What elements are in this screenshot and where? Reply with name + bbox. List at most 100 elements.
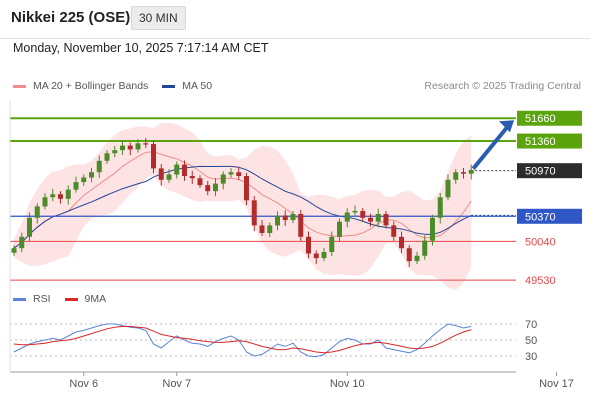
last-price-label: 50970 <box>525 166 556 178</box>
candle-body <box>104 153 110 161</box>
candle-body <box>468 169 474 174</box>
bollinger-band-fill <box>14 122 472 290</box>
ma20-line <box>13 151 472 249</box>
candle-body <box>282 215 288 221</box>
arrow-head <box>499 120 514 133</box>
candle-body <box>298 214 304 237</box>
legend-item-rsi: RSI <box>13 293 51 305</box>
candle-body <box>453 172 459 180</box>
bollinger-bands <box>14 122 472 290</box>
candle-body <box>42 197 48 207</box>
rsi-legend: RSI 9MA <box>13 293 120 305</box>
legend-swatch <box>13 297 26 301</box>
candle-body <box>182 164 187 176</box>
candle-body <box>127 145 133 150</box>
candle-body <box>151 144 156 169</box>
candle-body <box>344 212 350 222</box>
candle-body <box>267 225 273 233</box>
candle-body <box>259 225 265 233</box>
candle-body <box>414 255 420 262</box>
resistance-label: 51660 <box>525 113 556 125</box>
candle-body <box>313 253 319 259</box>
research-credit: Research © 2025 Trading Central <box>424 80 581 92</box>
candle-body <box>383 214 389 226</box>
candle-body <box>275 215 280 226</box>
top-bar: Nikkei 225 (OSE) 30 MIN <box>0 0 590 39</box>
candle-body <box>89 172 94 178</box>
candle-body <box>430 217 435 241</box>
candle-body <box>197 178 203 186</box>
candle-body <box>27 217 32 237</box>
candle-body <box>34 206 40 218</box>
level-labels: 51660 51360 50970 50370 50040 49530 <box>517 110 582 287</box>
candle-body <box>213 183 218 192</box>
candle-body <box>461 172 466 174</box>
legend-label: MA 20 + Bollinger Bands <box>33 80 149 92</box>
candle-body <box>306 236 311 254</box>
support-label: 49530 <box>525 275 556 287</box>
legend-item-9ma: 9MA <box>64 293 107 305</box>
x-tick-label: Nov 6 <box>69 378 98 390</box>
candle-body <box>220 174 226 184</box>
timeframe-button[interactable]: 30 MIN <box>131 6 186 30</box>
legend-swatch <box>13 84 26 88</box>
candle-body <box>251 200 257 226</box>
candle-body <box>399 236 404 249</box>
legend-label: MA 50 <box>182 80 213 92</box>
pivot-label: 50370 <box>525 211 556 223</box>
rsi-tick-label: 70 <box>525 319 537 331</box>
candle-body <box>375 214 381 222</box>
instrument-title: Nikkei 225 (OSE) <box>11 9 131 26</box>
candle-body <box>143 143 149 145</box>
legend-label: 9MA <box>84 293 107 305</box>
candle-body <box>422 240 428 256</box>
pivot-label-box <box>517 208 582 224</box>
resistance-label-box <box>517 110 582 126</box>
candle-body <box>96 160 102 173</box>
candle-body <box>135 143 141 150</box>
rsi-9ma-line <box>13 325 472 354</box>
x-tick-label: Nov 7 <box>162 378 191 390</box>
candle-body <box>352 210 358 213</box>
legend-item-ma50: MA 50 <box>162 80 212 92</box>
candle-body <box>445 179 451 198</box>
legend-swatch <box>162 84 176 88</box>
x-tick-label: Nov 10 <box>330 378 365 390</box>
candle-body <box>329 236 335 252</box>
candles <box>11 138 474 267</box>
candle-body <box>120 145 125 151</box>
legend-item-ma20: MA 20 + Bollinger Bands <box>13 80 148 92</box>
candle-body <box>73 182 79 190</box>
candle-body <box>58 194 63 199</box>
support-label: 50040 <box>525 236 556 248</box>
timestamp: Monday, November 10, 2025 7:17:14 AM CET <box>13 41 269 55</box>
candle-body <box>236 172 242 176</box>
main-legend: MA 20 + Bollinger Bands MA 50 <box>13 80 226 92</box>
candle-body <box>65 189 71 199</box>
candle-body <box>81 177 87 183</box>
candle-body <box>337 221 342 237</box>
rsi-panel: 70 50 30 <box>10 319 537 363</box>
candle-body <box>189 176 195 179</box>
candle-body <box>11 248 17 253</box>
legend-swatch <box>64 297 78 301</box>
candle-body <box>244 176 249 201</box>
projection-arrow <box>471 120 514 170</box>
candle-body <box>166 174 172 180</box>
arrow-shaft <box>471 124 510 170</box>
rsi-tick-label: 30 <box>525 351 537 363</box>
rsi-tick-label: 50 <box>525 335 537 347</box>
candle-body <box>112 150 118 154</box>
legend-label: RSI <box>33 293 51 305</box>
candle-body <box>290 214 296 221</box>
candle-body <box>205 185 211 192</box>
candle-body <box>50 194 56 198</box>
last-price-box <box>517 163 582 179</box>
candle-body <box>368 217 373 222</box>
rsi-line <box>13 323 472 358</box>
candle-body <box>360 210 366 218</box>
candle-body <box>228 172 234 175</box>
candle-body <box>158 168 164 180</box>
x-axis: Nov 6 Nov 7 Nov 10 Nov 17 <box>9 100 574 390</box>
